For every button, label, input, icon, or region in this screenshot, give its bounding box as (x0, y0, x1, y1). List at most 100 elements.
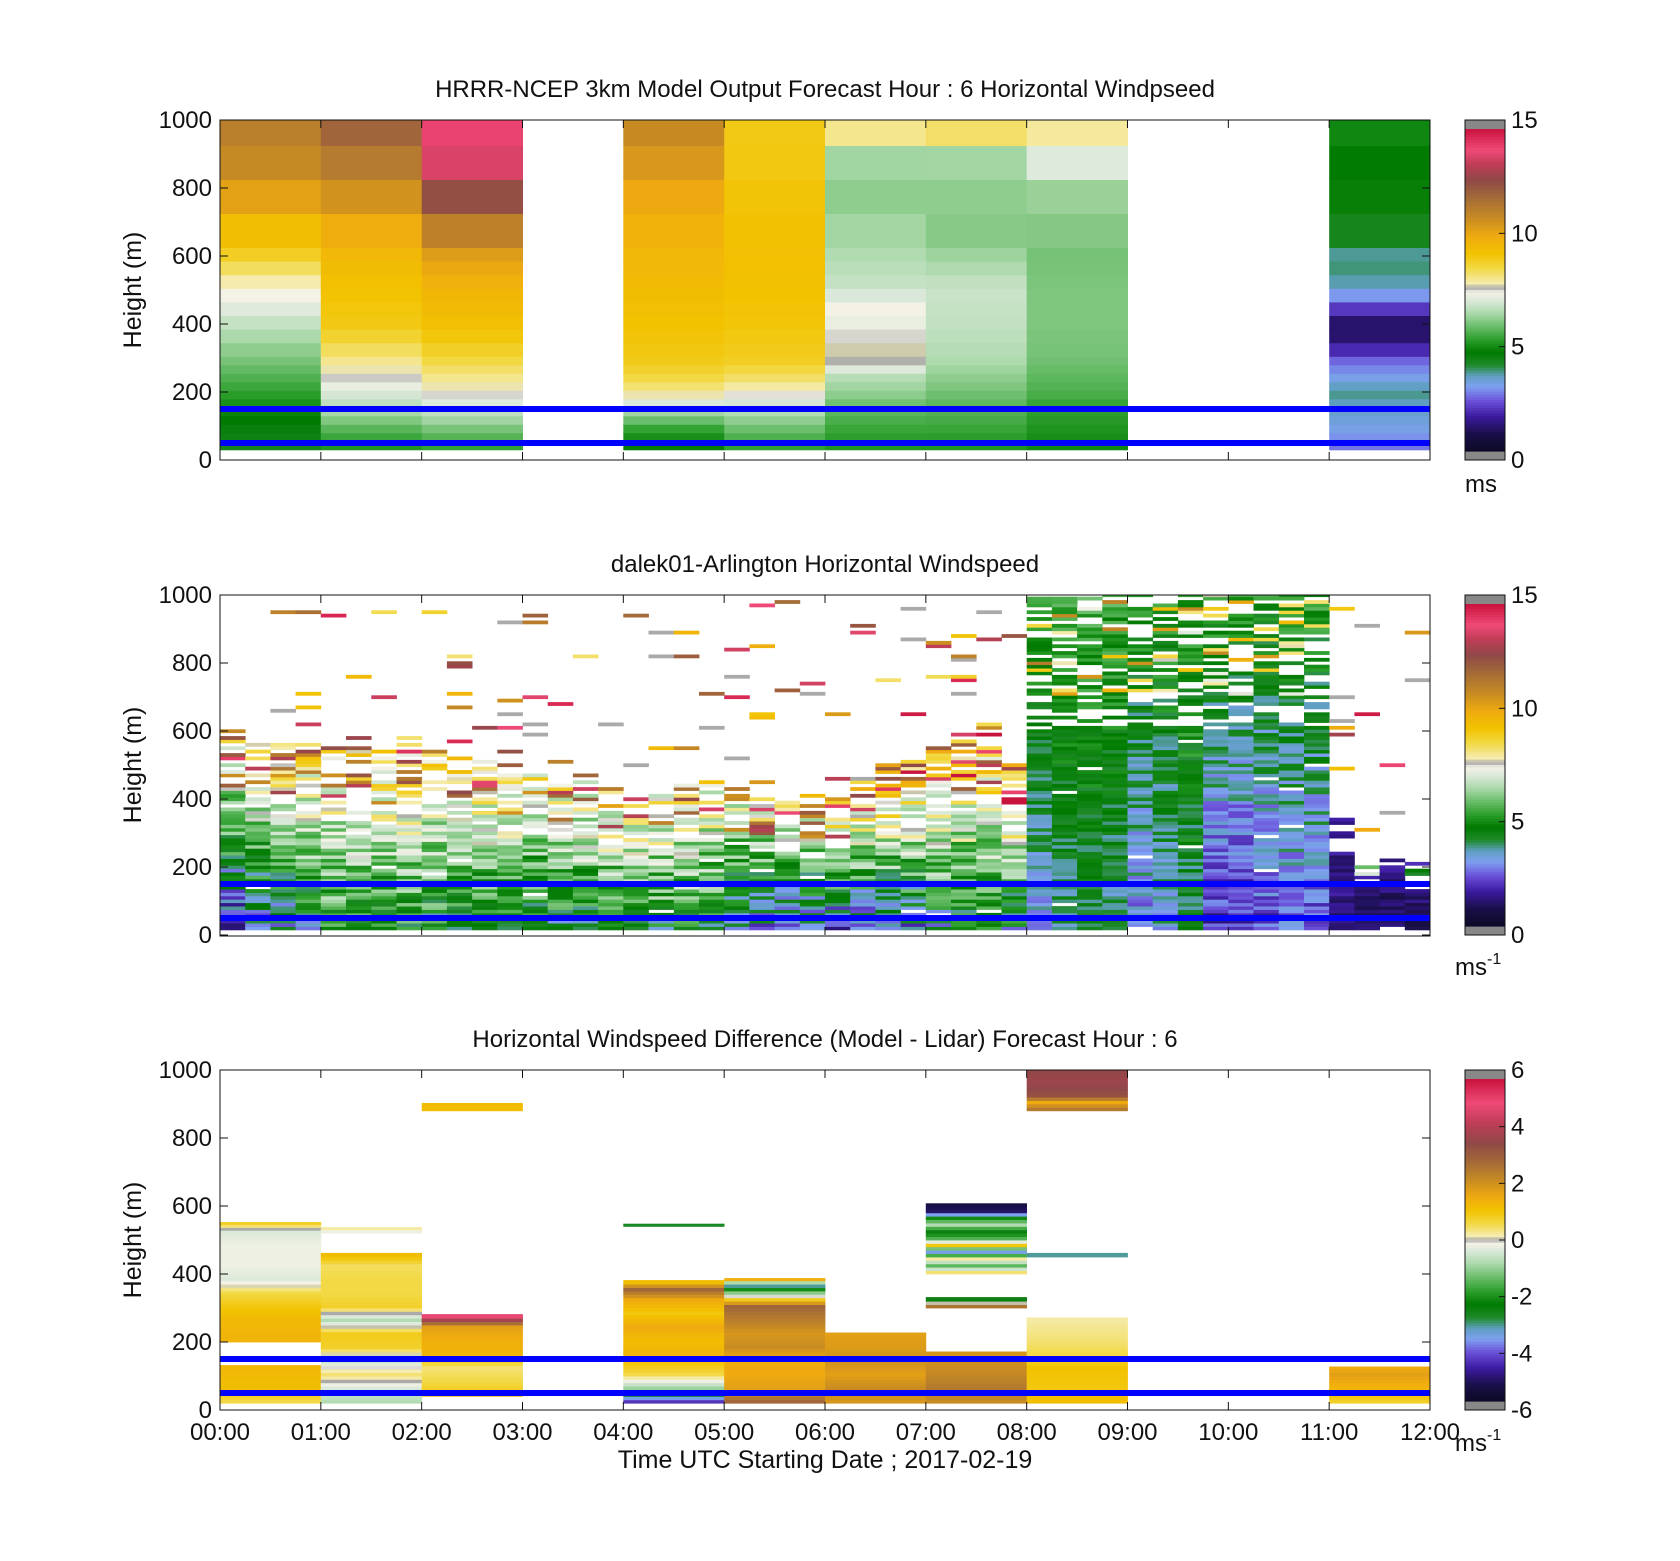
diff-cell (220, 1260, 322, 1265)
lidar-cell (1152, 610, 1179, 615)
lidar-cell (522, 912, 549, 917)
diff-cell (825, 1335, 927, 1339)
lidar-cell (825, 885, 851, 890)
diff-cell (220, 1224, 322, 1228)
lidar-cell (951, 787, 977, 791)
lidar-cell (1051, 681, 1078, 686)
lidar-cell (825, 834, 851, 839)
lidar-cell (1203, 875, 1229, 880)
colorbar-step (1465, 292, 1505, 296)
lidar-cell (270, 807, 296, 812)
lidar-cell (1077, 702, 1103, 706)
lidar-cell (951, 909, 977, 914)
lidar-cell (472, 810, 498, 815)
lidar-cell (1127, 759, 1154, 764)
colorbar-step (1465, 813, 1505, 817)
lidar-cell (1203, 698, 1229, 703)
lidar-cell (1203, 749, 1229, 754)
diff-cell (220, 1365, 322, 1370)
lidar-cell (1127, 834, 1154, 839)
lidar-cell (1152, 617, 1179, 621)
model-cell (1026, 145, 1128, 180)
lidar-cell (1152, 787, 1179, 791)
colorbar-step (1465, 432, 1505, 436)
lidar-cell (1177, 855, 1204, 859)
lidar-cell (1304, 800, 1330, 805)
lidar-cell (446, 872, 473, 876)
model-cell (421, 301, 523, 316)
lidar-cell (1051, 732, 1078, 737)
lidar-cell (320, 899, 347, 904)
colorbar-step (1465, 239, 1505, 243)
diff-cell (1026, 1328, 1128, 1333)
diff-cell (220, 1291, 322, 1295)
lidar-cell (799, 831, 826, 836)
lidar-cell (1001, 831, 1028, 836)
lidar-cell (1278, 766, 1305, 771)
lidar-cell (925, 824, 952, 829)
lidar-cell (446, 919, 473, 924)
lidar-cell (446, 804, 473, 808)
lidar-cell (421, 610, 448, 615)
colorbar-step (1465, 716, 1505, 720)
lidar-cell (1077, 824, 1103, 829)
lidar-cell (673, 858, 700, 863)
lidar-cell (1102, 770, 1128, 774)
lidar-cell (1077, 878, 1103, 883)
lidar-cell (547, 827, 574, 832)
lidar-cell (1077, 736, 1103, 740)
lidar-cell (724, 851, 750, 856)
lidar-cell (1203, 807, 1229, 812)
diff-cell (1026, 1352, 1128, 1356)
lidar-cell (1228, 810, 1254, 815)
diff-cell (1026, 1331, 1128, 1336)
lidar-cell (1077, 868, 1103, 873)
lidar-cell (446, 923, 473, 927)
lidar-cell (673, 892, 700, 897)
lidar-cell (295, 865, 322, 870)
colorbar-step (1465, 1336, 1505, 1340)
lidar-cell (446, 841, 473, 846)
lidar-cell (1253, 861, 1280, 866)
lidar-cell (371, 875, 397, 880)
lidar-cell (1102, 787, 1128, 791)
model-cell (825, 342, 927, 357)
lidar-cell (1228, 753, 1254, 757)
colorbar-step (1465, 783, 1505, 788)
model-cell (925, 247, 1028, 262)
lidar-cell (976, 763, 1002, 768)
lidar-cell (1177, 804, 1204, 808)
lidar-cell (1152, 855, 1179, 859)
lidar-cell (1152, 708, 1179, 713)
lidar-cell (875, 844, 901, 849)
lidar-cell (446, 855, 473, 859)
lidar-cell (724, 848, 750, 853)
colorbar-step (1465, 177, 1505, 181)
lidar-cell (1051, 729, 1078, 734)
diff-cell (623, 1399, 725, 1404)
lidar-cell (900, 855, 927, 859)
lidar-cell (295, 855, 322, 859)
lidar-cell (1278, 912, 1305, 917)
diff-cell (925, 1246, 1027, 1251)
colorbar-step (1465, 1245, 1505, 1249)
lidar-cell (1203, 695, 1229, 700)
lidar-cell (220, 919, 246, 924)
lidar-cell (1228, 725, 1254, 730)
lidar-cell (320, 793, 347, 798)
lidar-cell (1051, 800, 1078, 805)
colorbar-step (1465, 233, 1505, 237)
lidar-cell (1304, 620, 1330, 625)
lidar-cell (270, 742, 296, 747)
diff-cell (623, 1314, 725, 1319)
colorbar-cap-high (1465, 595, 1505, 604)
lidar-cell (1127, 664, 1154, 669)
lidar-cell (421, 892, 448, 897)
lidar-cell (396, 800, 423, 805)
model-cell (421, 398, 523, 408)
lidar-cell (799, 902, 826, 907)
lidar-cell (850, 838, 876, 842)
lidar-cell (976, 855, 1002, 859)
lidar-cell (1203, 912, 1229, 917)
